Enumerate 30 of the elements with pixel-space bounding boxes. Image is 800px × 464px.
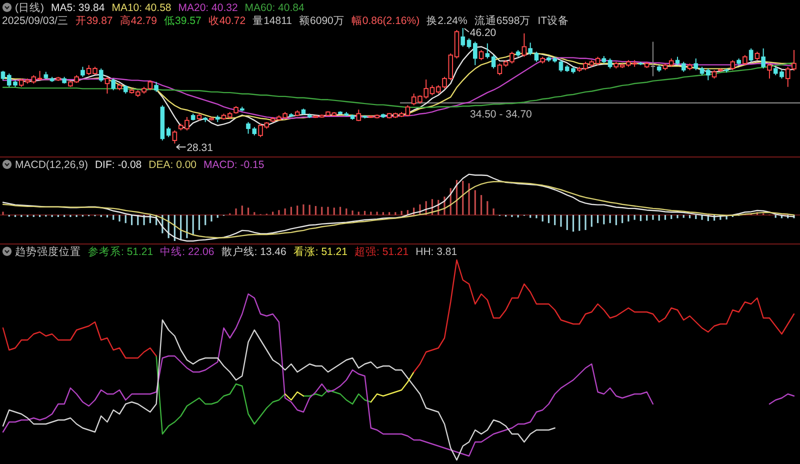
- text: DEA: 0.00: [148, 159, 197, 171]
- text: 流通6598万: [474, 14, 531, 27]
- annotation: 28.31: [186, 142, 214, 154]
- chart-title: (日线): [15, 1, 44, 14]
- text: 低39.57: [164, 15, 202, 27]
- text: 额6090万: [299, 14, 344, 27]
- chart-title: MACD(12,26,9): [15, 159, 88, 171]
- text: 收40.72: [208, 15, 246, 27]
- text: MACD: -0.15: [204, 159, 264, 171]
- text: MA10: 40.58: [112, 2, 172, 14]
- text: 量14811: [252, 15, 292, 27]
- annotation: 46.20: [470, 27, 496, 39]
- text: 换2.24%: [426, 15, 468, 27]
- text: 2025/09/03/三: [2, 15, 68, 27]
- text: IT设备: [538, 15, 570, 27]
- text: 看涨: 51.21: [293, 245, 348, 258]
- text: HH: 3.81: [416, 246, 458, 258]
- text: DIF: -0.08: [94, 159, 142, 171]
- chart-title: 趋势强度位置: [15, 245, 81, 258]
- text: MA20: 40.32: [178, 2, 238, 14]
- text: 开39.87: [75, 15, 113, 27]
- text: 超强: 51.21: [354, 246, 409, 258]
- band-label: 34.50 - 34.70: [470, 108, 532, 121]
- text: MA60: 40.84: [244, 2, 304, 14]
- text: 参考系: 51.21: [88, 245, 154, 258]
- text: 中线: 22.06: [160, 245, 214, 258]
- text: MA5: 39.84: [51, 2, 105, 14]
- text: 高42.79: [120, 14, 158, 27]
- text: 散户线: 13.46: [221, 245, 287, 258]
- text: 幅0.86(2.16%): [351, 15, 420, 27]
